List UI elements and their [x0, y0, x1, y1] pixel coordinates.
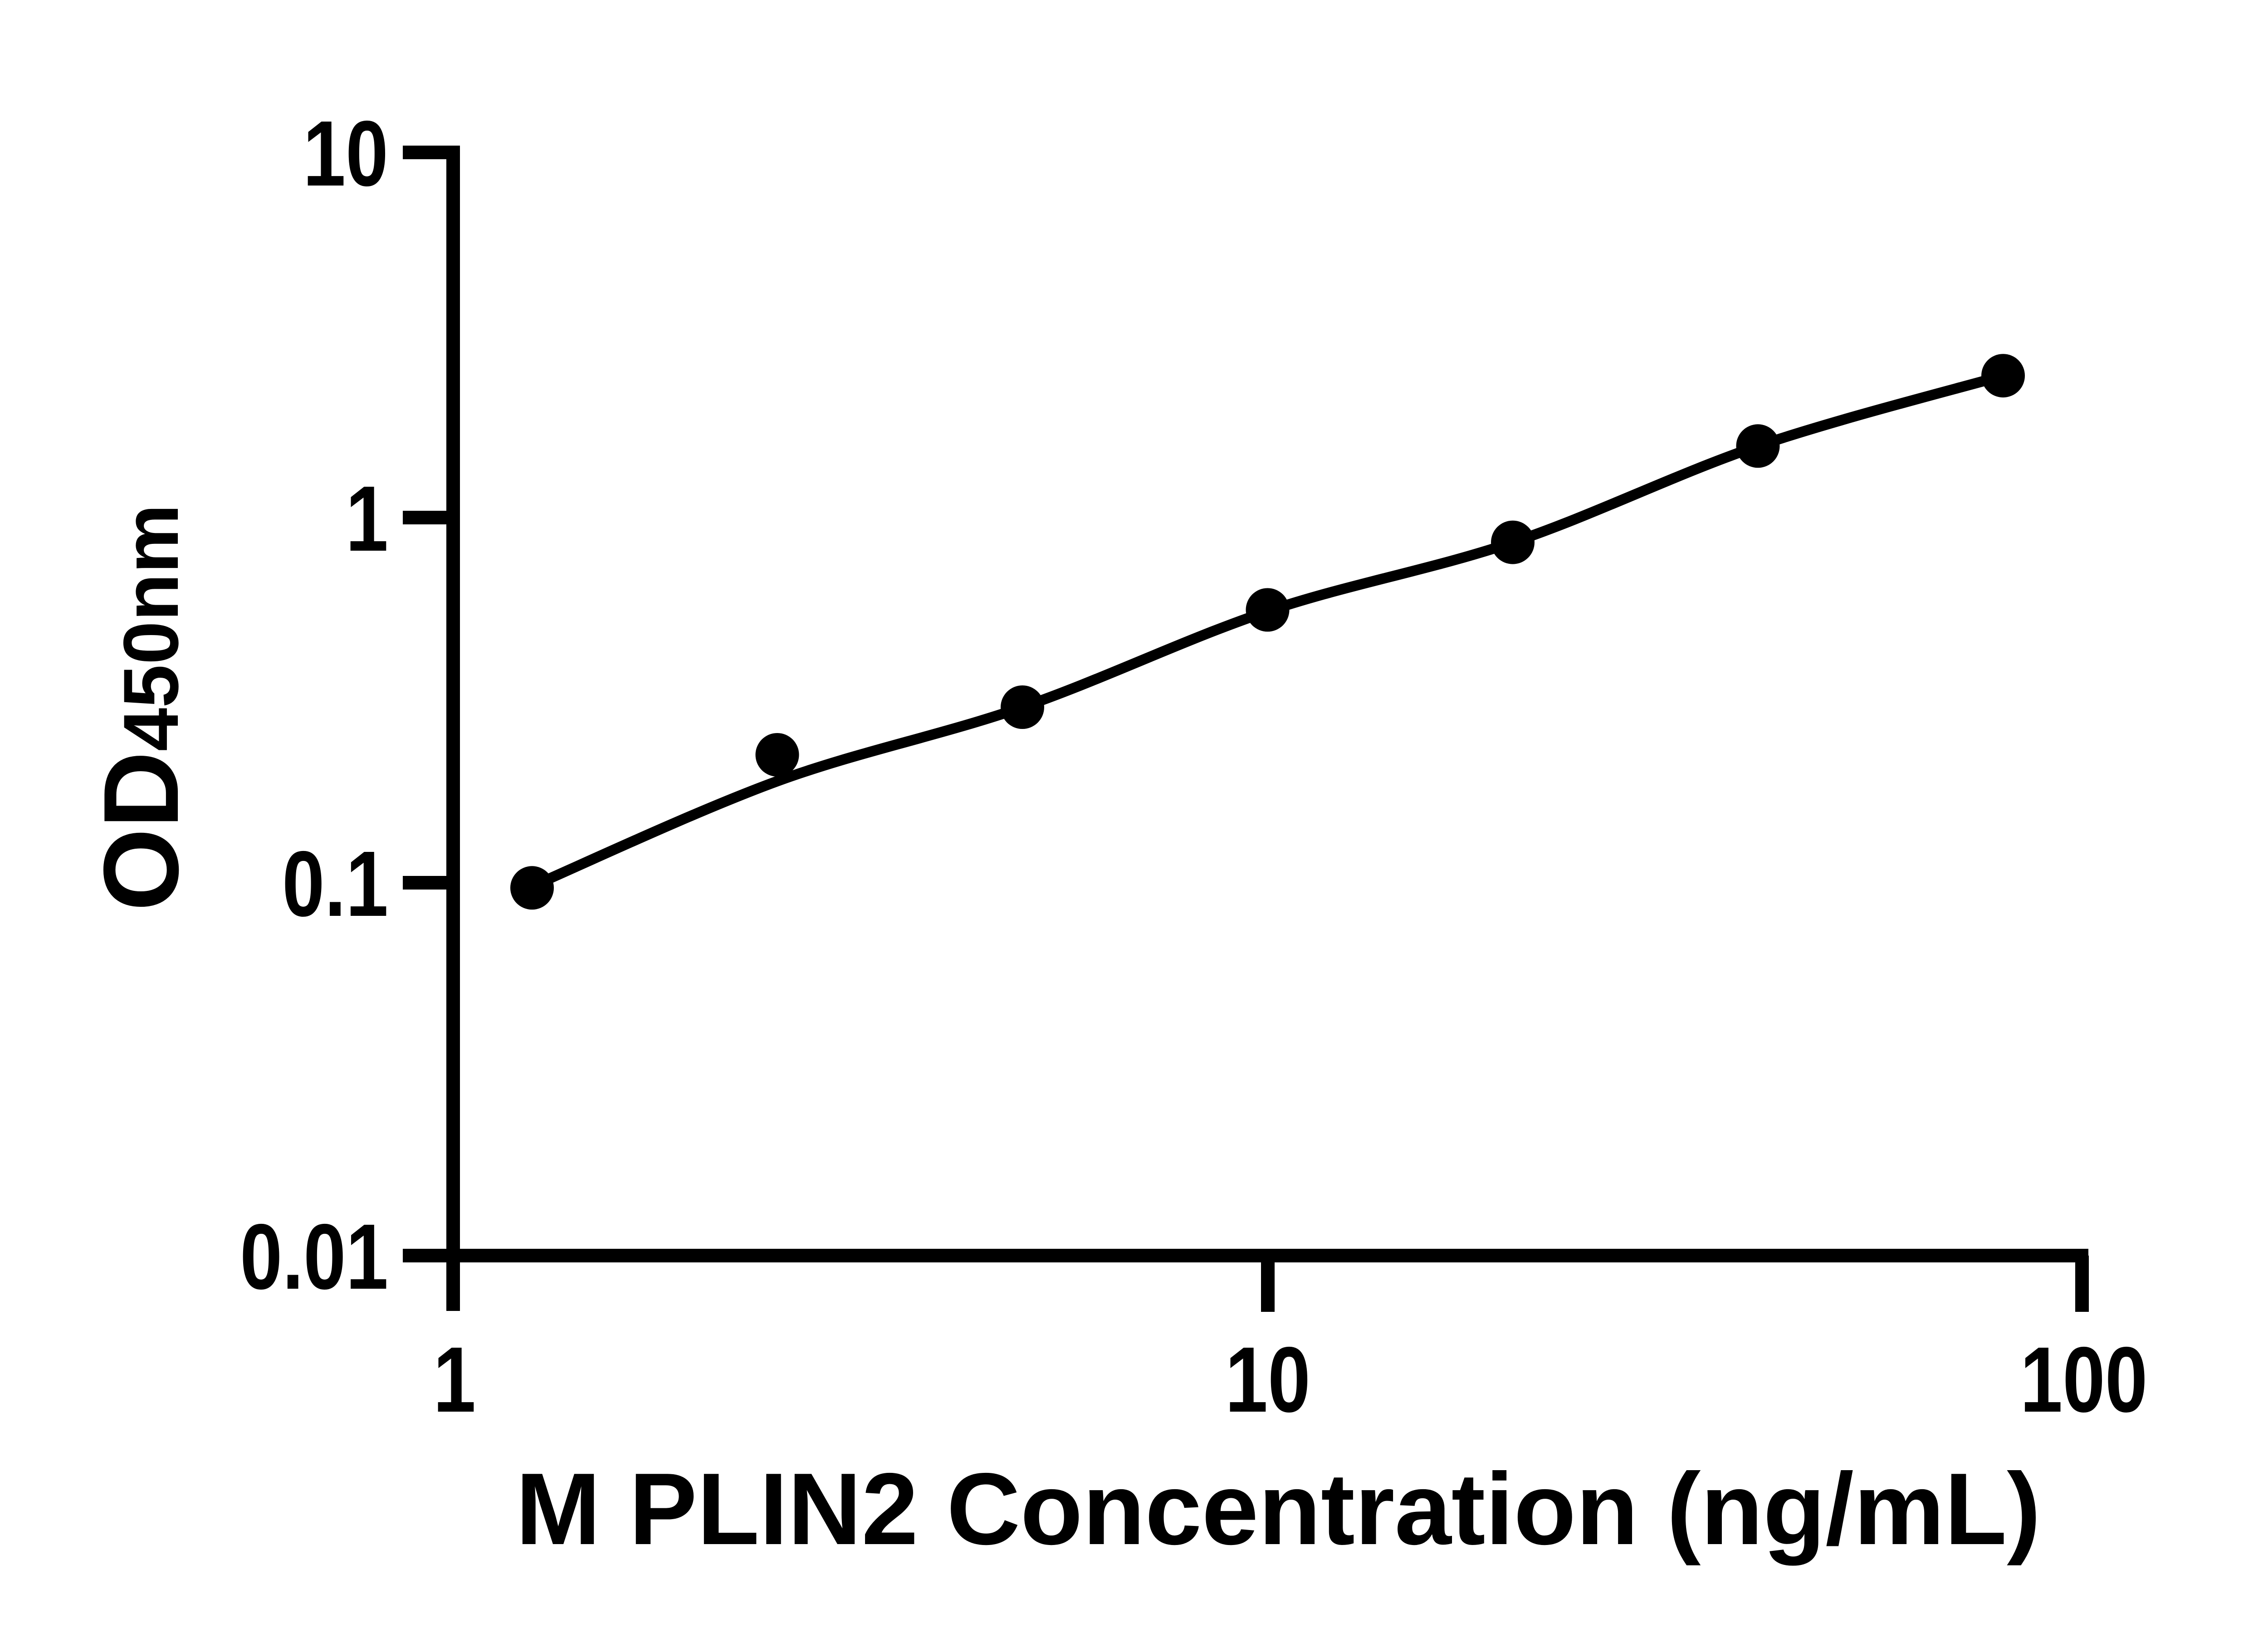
y-axis-title-main: OD	[81, 751, 200, 911]
data-point-marker	[755, 733, 799, 777]
data-point-marker	[1981, 354, 2025, 398]
data-point-marker	[1736, 424, 1780, 468]
x-tick-label-100: 100	[2020, 1328, 2148, 1432]
x-tick-label-10: 10	[1225, 1328, 1310, 1432]
data-point-marker	[1246, 588, 1290, 632]
y-tick-label-0.01: 0.01	[240, 1205, 388, 1309]
data-point-marker	[1491, 520, 1535, 564]
y-tick-label-0.1: 0.1	[282, 832, 388, 936]
y-tick-labels: 10 1 0.1 0.01	[240, 102, 388, 1309]
y-axis-title: OD450nm	[81, 504, 200, 911]
data-point-marker	[1001, 685, 1044, 729]
x-axis-title: M PLIN2 Concentration (ng/mL)	[516, 1452, 2041, 1566]
data-points	[510, 354, 2025, 910]
x-tick-labels: 1 10 100	[433, 1328, 2148, 1432]
data-point-marker	[510, 866, 554, 910]
y-tick-label-10: 10	[303, 102, 388, 205]
x-tick-label-1: 1	[433, 1328, 476, 1432]
y-tick-label-1: 1	[346, 467, 388, 571]
axes	[403, 146, 2089, 1312]
y-axis-title-subscript: 450nm	[108, 504, 195, 751]
